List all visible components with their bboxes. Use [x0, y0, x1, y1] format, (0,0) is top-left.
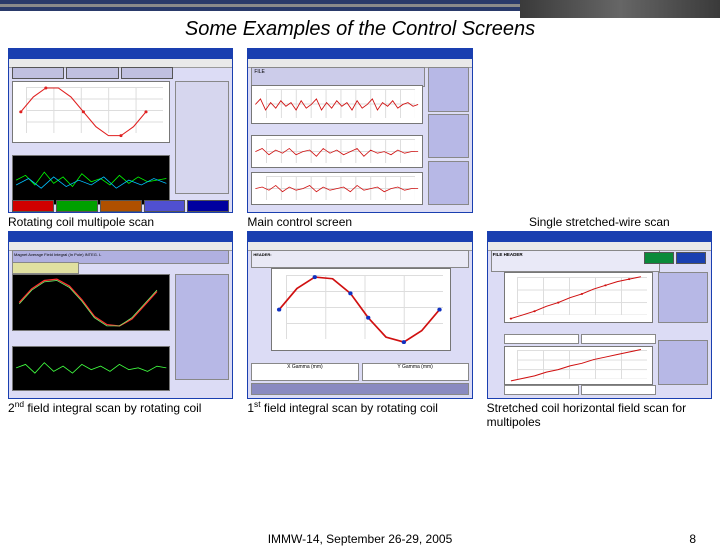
caption-text: 2: [8, 401, 15, 415]
file-header-panel: FILE: [251, 67, 425, 87]
file-header: FILE HEADER: [491, 250, 661, 272]
quit-button[interactable]: [676, 252, 706, 264]
caption-r1c1: Rotating coil multipole scan: [8, 213, 233, 231]
header-item: [66, 67, 118, 79]
bar-corner-graphic: [520, 0, 720, 18]
caption-text: 1: [247, 401, 254, 415]
sine-white: [271, 268, 451, 351]
readout: [581, 334, 656, 344]
screenshot-2nd-field-integral: Magnet Average Field Integral (In Pole) …: [8, 231, 233, 399]
spectrum-2: [251, 135, 423, 168]
caption-sup: nd: [15, 399, 24, 409]
stop-button[interactable]: [12, 200, 54, 212]
header-item: [121, 67, 173, 79]
screenshot-rotating-coil: [8, 48, 233, 213]
side-panel-2: [658, 340, 708, 386]
header-item: [12, 67, 64, 79]
set-button[interactable]: [100, 200, 142, 212]
top-bars: [0, 0, 720, 18]
side-readout-panel: [175, 81, 229, 194]
caption-r2c1: 2nd field integral scan by rotating coil: [8, 399, 233, 433]
side-panel-3: [428, 161, 469, 206]
side-panel-1: [428, 67, 469, 112]
caption-r2c2: 1st field integral scan by rotating coil: [247, 399, 472, 433]
spectrum-chart-dark: [12, 155, 170, 205]
spectrum-1: [251, 85, 423, 124]
readout-row: X Gamma (mm) Y Gamma (mm): [251, 363, 468, 381]
info-button[interactable]: [144, 200, 186, 212]
sine-chart: [12, 81, 170, 143]
button-row-bottom: [12, 200, 229, 211]
side-panel: [658, 272, 708, 323]
footer-bar: [251, 383, 468, 395]
readout-label: Y Gamma (mm): [397, 364, 432, 370]
screenshot-main-control: FILE: [247, 48, 472, 213]
rising-1: [504, 272, 654, 323]
header-label: HEADER:: [253, 252, 271, 257]
empty-r1c3: [487, 48, 712, 213]
footer-center: IMMW-14, September 26-29, 2005: [0, 532, 720, 546]
screenshot-1st-field-integral: HEADER: X Gamma (mm) Y Gamma (mm): [247, 231, 472, 399]
readout-row-2: [504, 385, 656, 395]
side-panel-2: [428, 114, 469, 159]
screenshot-grid: FILE Rotating coil multipole scan Main c…: [8, 48, 712, 433]
sine-dark: [12, 274, 170, 331]
screenshot-stretched-coil: FILE HEADER: [487, 231, 712, 399]
chart-title-text: Magnet Average Field Integral (In Pole) …: [14, 252, 101, 257]
titlebar: [248, 49, 471, 59]
start-button[interactable]: [56, 200, 98, 212]
readout-x: X Gamma (mm): [251, 363, 358, 381]
caption-text: field integral scan by rotating coil: [261, 401, 438, 415]
file-header-label: FILE HEADER: [493, 252, 523, 257]
file-label: FILE: [254, 69, 265, 75]
rising-2: [504, 346, 654, 386]
page-title: Some Examples of the Control Screens: [0, 18, 720, 41]
page-number: 8: [689, 532, 696, 546]
readout-row-1: [504, 334, 656, 344]
titlebar: [9, 232, 232, 242]
caption-r2c3: Stretched coil horizontal field scan for…: [487, 399, 712, 433]
titlebar: [9, 49, 232, 59]
caption-text: field integral scan by rotating coil: [24, 401, 201, 415]
green-button[interactable]: [644, 252, 674, 264]
readout-y: Y Gamma (mm): [362, 363, 469, 381]
button-row: [12, 67, 173, 79]
header-line: HEADER:: [251, 250, 468, 268]
quit-button[interactable]: [187, 200, 229, 212]
readout: [504, 334, 579, 344]
caption-r1c2: Main control screen: [247, 213, 472, 231]
titlebar: [248, 232, 471, 242]
titlebar: [488, 232, 711, 242]
readout: [581, 385, 656, 395]
info-box: [12, 262, 79, 274]
readout: [504, 385, 579, 395]
caption-r1c3: Single stretched-wire scan: [487, 213, 712, 231]
side-readout: [175, 274, 229, 380]
spectrum-3: [251, 172, 423, 205]
spectrum-dark-2: [12, 346, 170, 392]
readout-label: X Gamma (mm): [287, 364, 323, 370]
